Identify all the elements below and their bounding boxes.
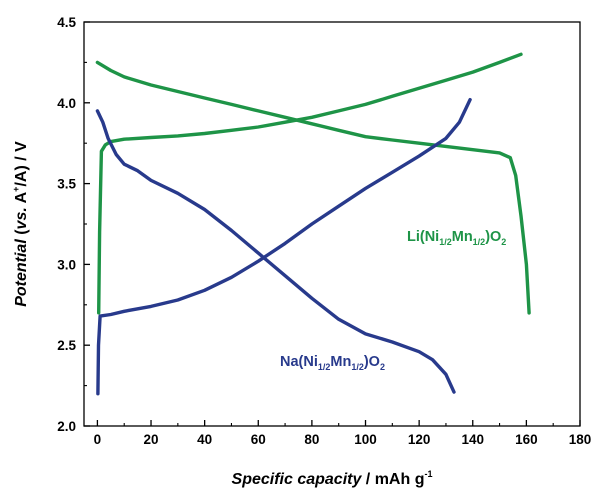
li-charge-curve [96, 52, 523, 315]
x-axis-ticks: 0 20 40 60 80 100 120 140 160 180 [94, 420, 592, 447]
x-tick-label: 0 [94, 432, 102, 447]
na-discharge-curve [95, 109, 456, 394]
x-tick-label: 60 [251, 432, 266, 447]
y-tick-label: 2.5 [57, 338, 76, 353]
x-tick-label: 140 [461, 432, 484, 447]
y-tick-label: 2.0 [57, 419, 76, 434]
y-tick-label: 3.5 [57, 177, 76, 192]
y-axis-title: Potential (vs. A+/A) / V [11, 141, 30, 307]
x-tick-label: 100 [354, 432, 377, 447]
series-lines [95, 52, 531, 396]
na-charge-curve [96, 97, 472, 396]
y-tick-label: 3.0 [57, 257, 76, 272]
x-tick-label: 180 [569, 432, 592, 447]
y-tick-label: 4.5 [57, 15, 76, 30]
x-axis-title: Specific capacity / mAh g-1 [232, 469, 433, 488]
li-discharge-curve [95, 60, 531, 315]
x-tick-label: 80 [304, 432, 319, 447]
x-tick-label: 160 [515, 432, 538, 447]
x-tick-label: 20 [144, 432, 159, 447]
x-tick-label: 120 [408, 432, 431, 447]
series-label-na: Na(Ni1/2Mn1/2)O2 [280, 354, 385, 372]
x-tick-label: 40 [197, 432, 212, 447]
y-axis-ticks: 2.0 2.5 3.0 3.5 4.0 4.5 [57, 15, 90, 434]
y-tick-label: 4.0 [57, 96, 76, 111]
series-label-li: Li(Ni1/2Mn1/2)O2 [407, 229, 506, 247]
